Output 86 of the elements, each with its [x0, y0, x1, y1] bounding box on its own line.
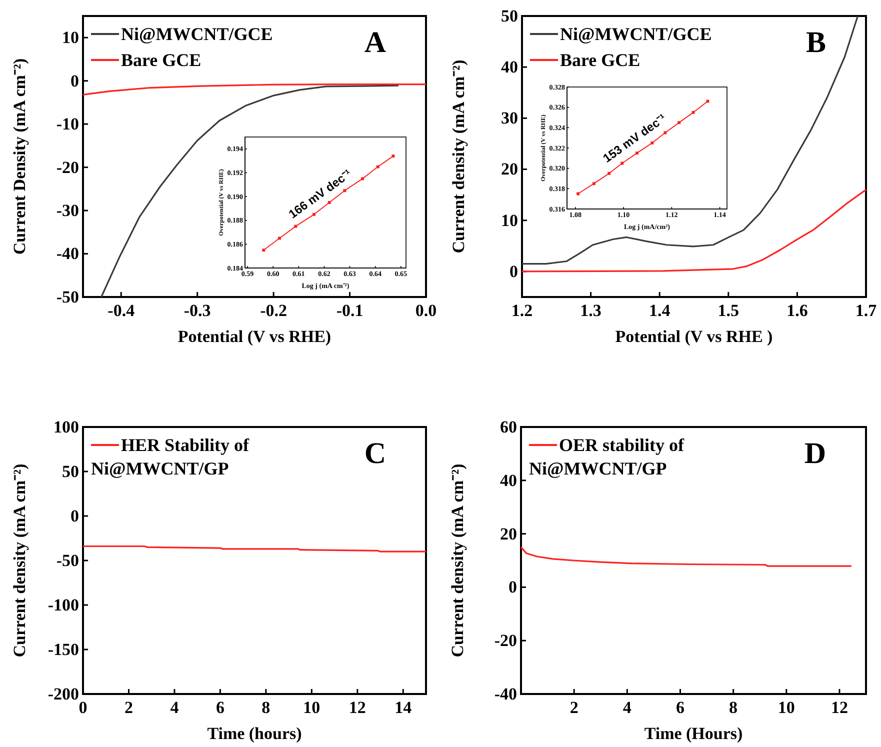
x-tick-label: -0.1	[336, 301, 364, 320]
y-tick-label: 0	[70, 71, 79, 90]
y-tick-label: -10	[56, 114, 79, 134]
x-tick-label: 1.7	[855, 301, 878, 320]
y-tick-label: 100	[54, 417, 79, 436]
y-tick-label: 50	[62, 462, 79, 481]
point	[706, 100, 710, 103]
y-tick-label: 0	[70, 506, 79, 526]
x-tick-label: 1.2	[511, 301, 533, 320]
point	[678, 121, 681, 124]
annotation: D	[804, 437, 826, 470]
legend-label: OER stability of Ni@MWCNT/GP	[529, 435, 686, 478]
line-series	[520, 546, 852, 567]
annotation: A	[364, 26, 386, 59]
x-tick-label: 10	[778, 698, 795, 718]
y-tick-label: 50	[501, 6, 518, 26]
x-tick-label: 1.3	[580, 301, 602, 320]
y-tick-label: 40	[501, 58, 518, 77]
x-tick-label: -0.4	[108, 301, 136, 320]
point	[312, 212, 316, 216]
point	[636, 152, 639, 155]
legend-label: Bare GCE	[560, 50, 640, 70]
y-tick-label: 60	[500, 417, 517, 436]
x-tick-label: -0.2	[260, 301, 288, 320]
x-tick-label: 10	[303, 698, 320, 718]
y-tick-label: 30	[501, 108, 518, 128]
y-tick-label: -150	[48, 640, 79, 659]
point	[262, 248, 266, 252]
x-tick-label: 1.6	[786, 301, 808, 320]
x-axis-title: Time (hours)	[207, 724, 302, 743]
point	[392, 154, 395, 158]
point	[361, 177, 364, 180]
point	[278, 236, 281, 240]
y-tick-label: 20	[500, 524, 517, 544]
x-axis-title: Potential (V vs RHE )	[615, 327, 773, 346]
x-tick-label: -0.3	[184, 301, 211, 320]
legend-label: Ni@MWCNT/GCE	[121, 24, 273, 44]
x-tick-label: 1.5	[718, 301, 740, 320]
point	[650, 141, 654, 144]
point	[592, 182, 596, 186]
y-tick-label: -50	[56, 550, 79, 570]
point	[692, 110, 695, 114]
x-axis-title: Time (Hours)	[644, 724, 743, 743]
legend-label: HER Stability of Ni@MWCNT/GP	[91, 435, 250, 478]
x-tick-label: 12	[830, 698, 848, 718]
point	[576, 192, 580, 196]
point	[294, 224, 298, 228]
x-tick-label: 12	[348, 698, 366, 718]
x-tick-label: 4	[170, 698, 180, 718]
y-axis-title: Current density (mA cm⁻²)	[449, 60, 468, 254]
annotation: B	[806, 26, 826, 59]
x-tick-label: 6	[676, 698, 684, 718]
y-axis-title: Current Density (mA cm⁻²)	[10, 58, 29, 255]
legend-label: Bare GCE	[121, 50, 202, 70]
x-axis-title: Potential (V vs RHE)	[178, 327, 332, 346]
x-tick-label: 4	[622, 698, 632, 718]
y-tick-label: -200	[48, 684, 79, 704]
y-tick-label: -20	[56, 158, 79, 177]
x-tick-label: 2	[124, 698, 133, 718]
y-tick-label: 0	[508, 578, 517, 597]
y-tick-label: -50	[56, 287, 79, 306]
y-axis-title: Current density (mA cm⁻²)	[448, 464, 467, 658]
y-axis-title: Current density (mA cm⁻²)	[10, 464, 29, 658]
y-tick-label: 40	[500, 470, 517, 490]
point	[608, 172, 611, 175]
annotation: C	[364, 437, 386, 470]
x-tick-label: 14	[394, 698, 412, 718]
x-tick-label: 2	[570, 698, 578, 718]
y-tick-label: 10	[62, 28, 79, 48]
y-tick-label: -100	[48, 595, 79, 614]
line-series	[82, 84, 427, 96]
legend-label: Ni@MWCNT/GCE	[560, 24, 712, 44]
point	[376, 165, 380, 168]
y-tick-label: 20	[501, 160, 518, 179]
x-tick-label: 0.0	[415, 301, 437, 320]
y-tick-label: -30	[56, 200, 79, 220]
point	[328, 201, 331, 204]
x-tick-label: 8	[729, 698, 738, 718]
y-tick-label: -20	[494, 631, 517, 650]
line-series	[576, 100, 710, 196]
line-series	[521, 15, 859, 265]
x-tick-label: 1.4	[648, 301, 671, 320]
x-tick-label: 8	[262, 698, 270, 718]
x-tick-label: 6	[216, 698, 224, 718]
y-tick-label: -40	[494, 684, 517, 704]
y-tick-label: -40	[56, 244, 79, 264]
